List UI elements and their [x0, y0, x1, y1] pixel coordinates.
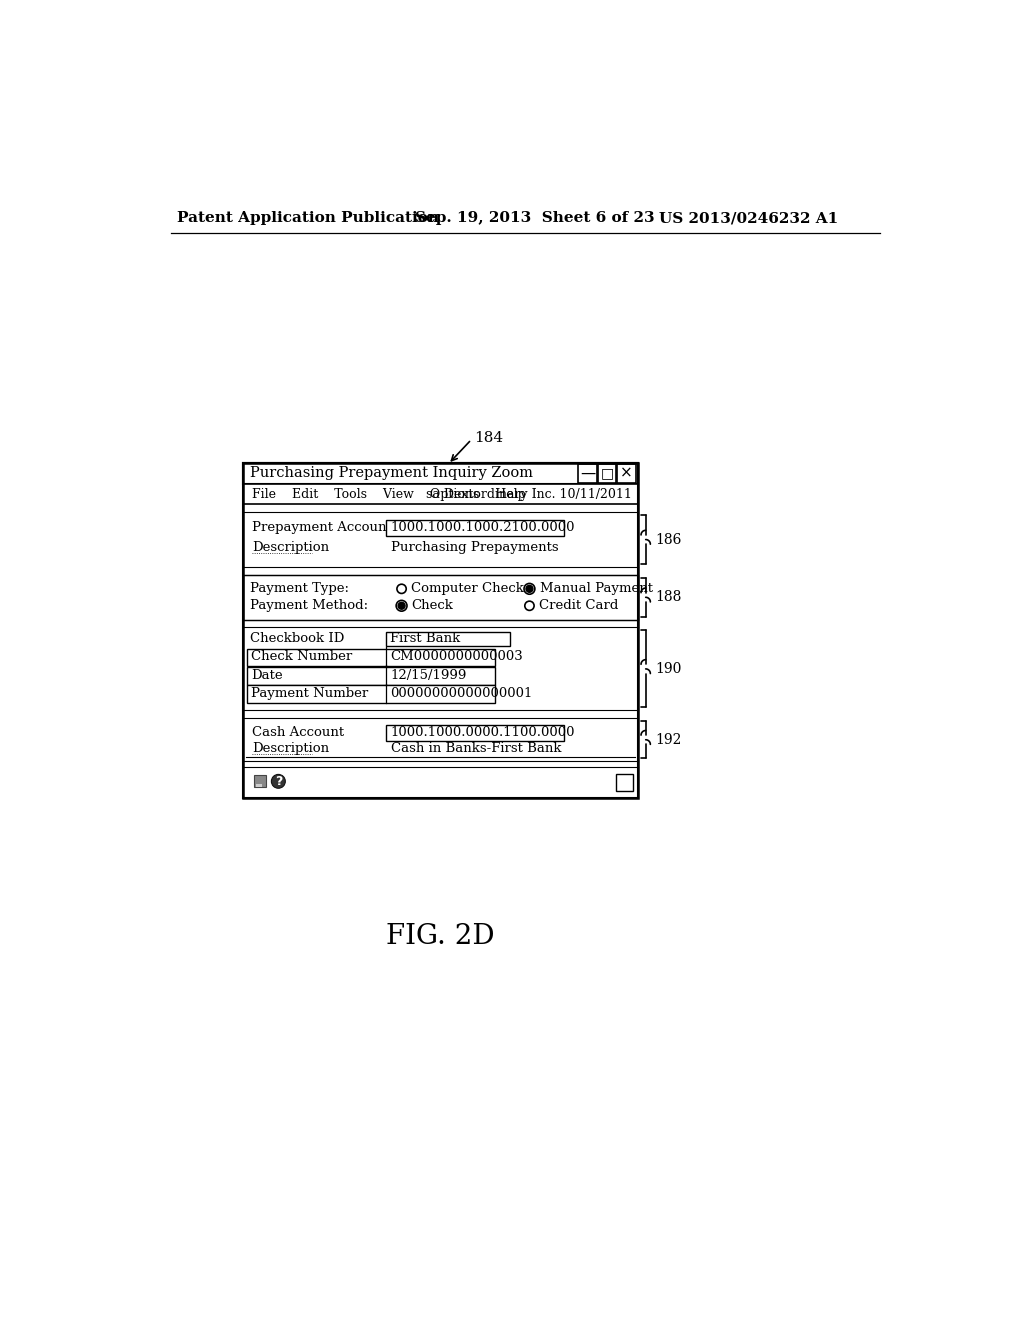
Bar	[243, 576, 638, 619]
Text: 1000.1000.0000.1100.0000: 1000.1000.0000.1100.0000	[391, 726, 575, 739]
Bar	[248, 648, 496, 667]
Text: Cash in Banks-First Bank: Cash in Banks-First Bank	[391, 742, 561, 755]
Text: CM0000000000003: CM0000000000003	[390, 649, 522, 663]
Text: Description: Description	[252, 541, 329, 554]
Text: 1000.1000.1000.2100.0000: 1000.1000.1000.2100.0000	[391, 520, 575, 533]
Text: Check Number: Check Number	[251, 649, 352, 663]
Text: —: —	[580, 466, 595, 480]
Circle shape	[526, 585, 532, 593]
Bar	[254, 775, 266, 788]
Text: Checkbook ID: Checkbook ID	[251, 631, 345, 644]
Text: ?: ?	[274, 775, 282, 788]
Text: 00000000000000001: 00000000000000001	[390, 686, 532, 700]
Text: ×: ×	[620, 466, 633, 480]
Circle shape	[398, 602, 406, 610]
Bar	[598, 465, 616, 483]
Text: Credit Card: Credit Card	[539, 599, 618, 612]
Text: Check: Check	[411, 599, 453, 612]
Text: Patent Application Publication: Patent Application Publication	[177, 211, 439, 226]
Bar	[243, 462, 638, 799]
Text: Date: Date	[251, 668, 283, 681]
Text: Payment Type:: Payment Type:	[251, 582, 349, 595]
Text: Cash Account: Cash Account	[252, 726, 344, 739]
Bar	[386, 631, 510, 647]
Text: Description: Description	[252, 742, 329, 755]
Text: 12/15/1999: 12/15/1999	[390, 668, 466, 681]
Text: 184: 184	[474, 430, 503, 445]
Text: Sep. 19, 2013  Sheet 6 of 23: Sep. 19, 2013 Sheet 6 of 23	[415, 211, 654, 226]
Text: □: □	[600, 466, 613, 480]
Bar	[248, 667, 496, 685]
Text: Prepayment Account: Prepayment Account	[252, 520, 392, 533]
Text: Computer Check: Computer Check	[411, 582, 523, 595]
Circle shape	[271, 775, 286, 788]
Text: 186: 186	[655, 532, 681, 546]
Circle shape	[524, 583, 535, 594]
Circle shape	[397, 585, 407, 594]
Bar	[579, 465, 597, 483]
Text: Payment Method:: Payment Method:	[251, 599, 369, 612]
Bar	[386, 725, 564, 741]
Bar	[617, 465, 636, 483]
Text: sa Dextordinary Inc. 10/11/2011: sa Dextordinary Inc. 10/11/2011	[426, 487, 632, 500]
Bar	[243, 462, 638, 484]
Text: FIG. 2D: FIG. 2D	[386, 923, 495, 949]
Bar	[243, 462, 638, 799]
Text: First Bank: First Bank	[390, 631, 460, 644]
Bar	[386, 520, 564, 536]
Circle shape	[396, 601, 407, 611]
Text: File    Edit    Tools    View    Options    Help: File Edit Tools View Options Help	[252, 487, 525, 500]
Bar	[616, 774, 633, 791]
Text: Manual Payment: Manual Payment	[540, 582, 652, 595]
Text: 188: 188	[655, 590, 681, 605]
Text: 192: 192	[655, 733, 681, 747]
Text: Purchasing Prepayment Inquiry Zoom: Purchasing Prepayment Inquiry Zoom	[251, 466, 534, 480]
Text: Payment Number: Payment Number	[251, 686, 369, 700]
Text: US 2013/0246232 A1: US 2013/0246232 A1	[658, 211, 838, 226]
Bar	[243, 484, 638, 504]
Bar	[248, 685, 496, 704]
Bar	[256, 784, 262, 788]
Text: 190: 190	[655, 661, 681, 676]
Text: Purchasing Prepayments: Purchasing Prepayments	[391, 541, 558, 554]
Circle shape	[525, 601, 535, 610]
